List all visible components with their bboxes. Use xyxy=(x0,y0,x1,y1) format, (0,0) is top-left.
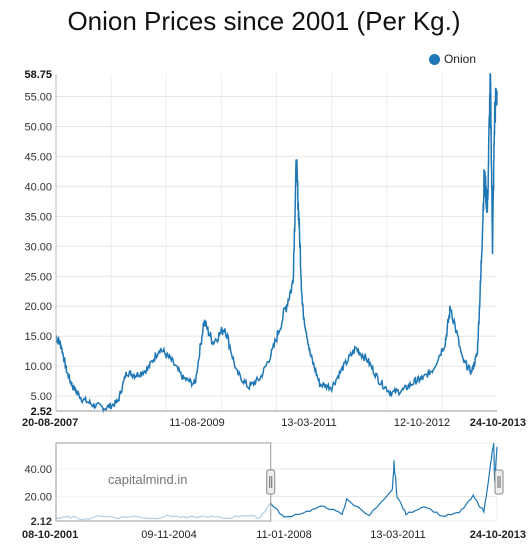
navigator-x-end-label: 24-10-2013 xyxy=(470,529,526,541)
navigator-y-tick-label: 40.00 xyxy=(24,464,52,476)
y-tick-label: 20.00 xyxy=(24,301,52,313)
x-tick-label: 12-10-2012 xyxy=(394,417,450,429)
y-tick-label: 25.00 xyxy=(24,271,52,283)
navigator-x-tick-label: 09-11-2004 xyxy=(141,529,196,541)
x-end-label: 24-10-2013 xyxy=(470,417,526,429)
x-tick-label: 13-03-2011 xyxy=(281,417,336,429)
y-tick-label: 45.00 xyxy=(24,151,52,163)
navigator-right-handle[interactable] xyxy=(494,469,504,495)
main-plot-area xyxy=(55,73,498,414)
legend-label-onion: Onion xyxy=(443,52,476,66)
y-max-label: 58.75 xyxy=(24,69,52,81)
navigator-mask xyxy=(55,442,272,522)
navigator-left-handle[interactable] xyxy=(266,469,276,495)
navigator-x-tick-label: 13-03-2011 xyxy=(370,529,425,541)
navigator-x-start-label: 08-10-2001 xyxy=(22,529,78,541)
y-tick-label: 40.00 xyxy=(24,181,52,193)
y-tick-label: 55.00 xyxy=(24,91,52,103)
navigator-y-tick-label: 2.12 xyxy=(31,516,52,528)
legend-marker-icon xyxy=(428,53,440,65)
main-axis: 5.00 10.00 15.00 20.00 25.00 30.00 35.00 40.00 4… xyxy=(22,69,526,429)
x-start-label: 20-08-2007 xyxy=(22,417,78,429)
main-grid xyxy=(56,74,497,411)
y-tick-label: 50.00 xyxy=(24,121,52,133)
y-tick-label: 5.00 xyxy=(31,391,52,403)
y-min-label: 2.52 xyxy=(31,406,52,418)
y-tick-label: 35.00 xyxy=(24,211,52,223)
y-tick-label: 15.00 xyxy=(24,331,52,343)
navigator-x-tick-label: 11-01-2008 xyxy=(256,529,311,541)
x-tick-label: 11-08-2009 xyxy=(169,417,224,429)
watermark: capitalmind.in xyxy=(108,472,188,487)
navigator: 2.12 20.00 40.00 08-10-2001 24-10-2013 09-11-… xyxy=(22,442,526,541)
y-tick-label: 30.00 xyxy=(24,241,52,253)
y-tick-label: 10.00 xyxy=(24,361,52,373)
navigator-y-tick-label: 20.00 xyxy=(24,491,52,503)
series-line-onion xyxy=(55,73,498,414)
chart-title: Onion Prices since 2001 (Per Kg.) xyxy=(67,6,461,36)
legend[interactable]: Onion xyxy=(428,52,476,66)
